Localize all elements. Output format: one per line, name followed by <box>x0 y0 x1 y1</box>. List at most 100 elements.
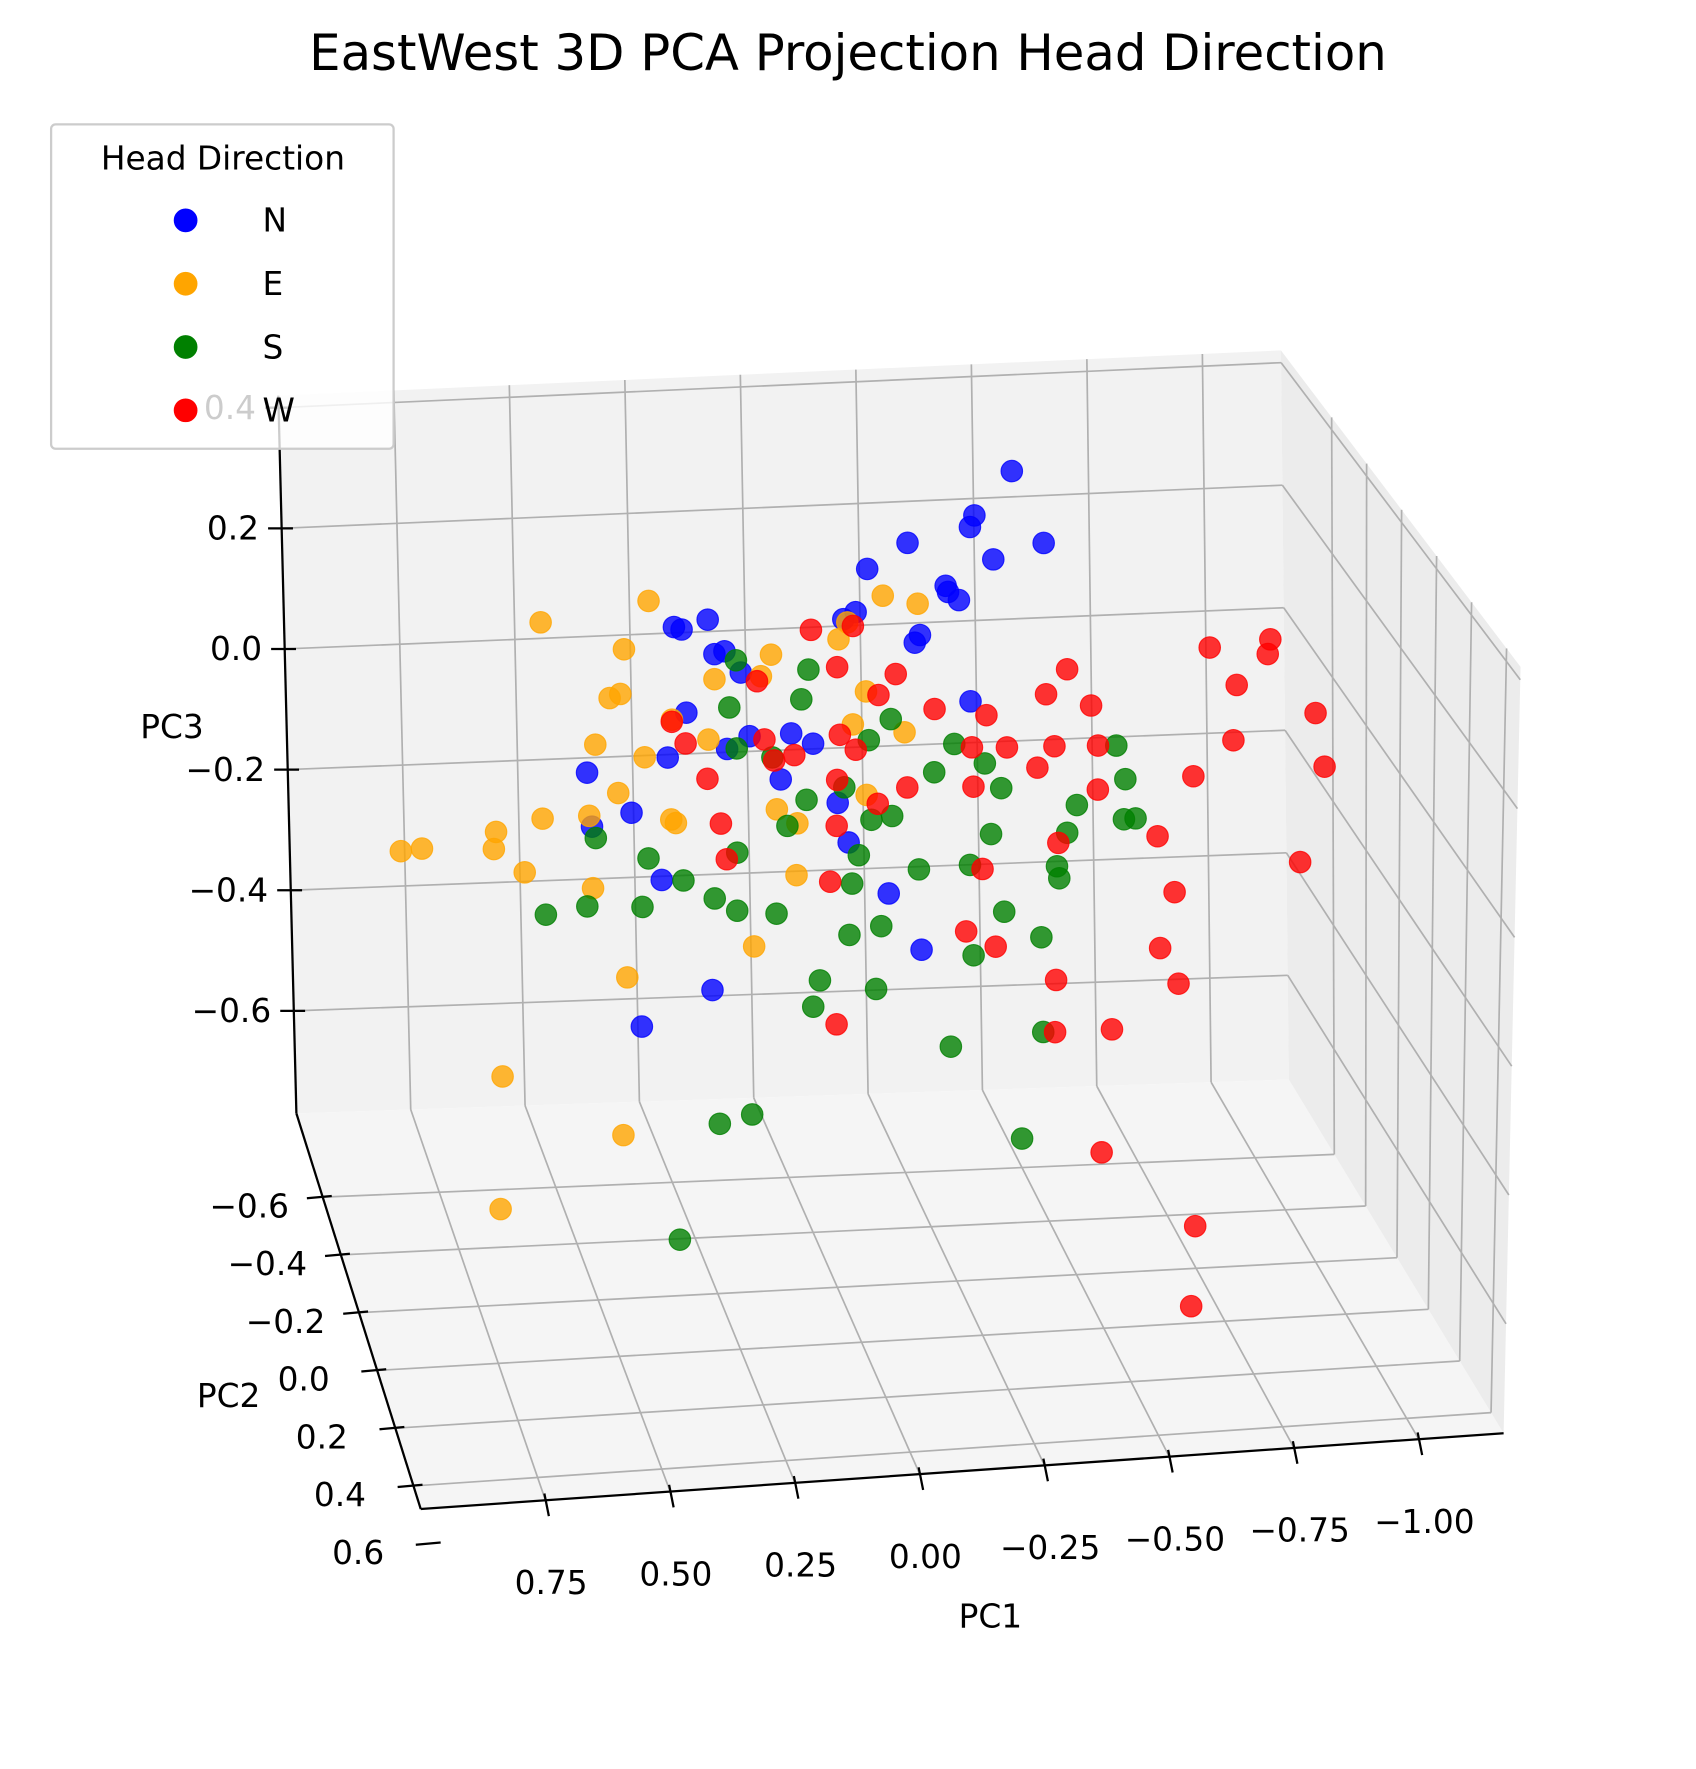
y-tick <box>361 1368 387 1373</box>
grid-line <box>395 1360 1460 1430</box>
data-point <box>907 858 931 881</box>
grid-line <box>278 361 1282 409</box>
data-point <box>616 966 639 989</box>
data-point <box>923 697 946 721</box>
data-point <box>674 732 697 755</box>
data-point <box>1047 866 1071 890</box>
data-point <box>1100 1018 1124 1041</box>
data-point <box>1288 850 1312 874</box>
legend-marker <box>173 271 198 296</box>
y-tick <box>415 1541 441 1546</box>
legend-marker <box>173 335 198 359</box>
grid-line <box>970 364 984 1090</box>
data-point <box>896 531 919 555</box>
data-point <box>1167 972 1190 995</box>
y-tick <box>379 1425 405 1431</box>
data-point <box>742 935 766 958</box>
y-tick-label: 0.6 <box>332 1534 384 1572</box>
data-point <box>765 902 788 925</box>
data-point <box>696 767 719 791</box>
grid-line <box>1284 729 1513 1067</box>
x-tick-label: −0.25 <box>1000 1529 1100 1567</box>
z-axis-title: PC3 <box>140 708 203 746</box>
data-point <box>660 710 684 734</box>
data-point <box>840 872 864 895</box>
data-point <box>954 920 978 943</box>
data-point <box>1043 734 1066 758</box>
data-point <box>753 728 776 751</box>
data-point <box>801 732 825 755</box>
data-point <box>947 588 971 612</box>
data-point <box>701 978 724 1002</box>
z-tick-label: −0.4 <box>189 871 269 909</box>
grid-line <box>638 1101 796 1484</box>
data-point <box>708 1112 732 1136</box>
data-point <box>1000 459 1024 483</box>
data-point <box>606 781 630 805</box>
data-point <box>995 736 1019 759</box>
data-point <box>1026 756 1049 779</box>
data-point <box>1124 807 1147 830</box>
data-point <box>973 752 997 775</box>
data-point <box>1182 764 1205 788</box>
data-point <box>879 707 903 731</box>
x-tick-label: 0.75 <box>515 1564 588 1602</box>
data-point <box>620 801 643 825</box>
grid-line <box>867 1093 1046 1466</box>
data-point <box>855 557 879 581</box>
data-point <box>637 847 660 870</box>
data-point <box>724 649 748 672</box>
y-axis-title: PC2 <box>197 1377 260 1415</box>
grid-line <box>1281 484 1519 810</box>
data-point <box>1146 824 1169 848</box>
z-tick-label: 0.2 <box>207 510 259 548</box>
data-point <box>1179 1294 1203 1318</box>
grid-line <box>409 1109 547 1501</box>
legend-label: N <box>262 202 287 240</box>
grid-line <box>1285 852 1510 1196</box>
data-point <box>828 723 852 747</box>
grid-line <box>1490 648 1508 1413</box>
data-point <box>844 738 868 762</box>
data-point <box>1032 531 1055 555</box>
data-point <box>575 761 599 784</box>
x-tick <box>917 1467 925 1491</box>
grid-line <box>1096 1085 1295 1449</box>
data-point <box>612 1123 635 1147</box>
data-point <box>818 870 842 894</box>
data-point <box>783 743 806 767</box>
data-point <box>696 608 719 631</box>
y-tick <box>397 1483 423 1489</box>
grid-line <box>1280 362 1521 681</box>
data-point <box>608 682 632 706</box>
grid-line <box>340 1205 1366 1256</box>
x-axis-line <box>420 1432 1504 1511</box>
grid-line <box>981 1089 1171 1458</box>
grid-line <box>1364 463 1368 1207</box>
legend-label: E <box>262 265 283 303</box>
x-tick-label: −1.00 <box>1374 1503 1474 1541</box>
data-point <box>664 811 688 835</box>
data-point <box>709 812 733 835</box>
data-point <box>577 804 601 828</box>
grid-line <box>293 974 1288 1012</box>
x-tick <box>543 1493 550 1517</box>
data-point <box>903 631 927 654</box>
data-point <box>893 720 916 744</box>
data-point <box>491 1065 514 1088</box>
data-point <box>1034 682 1058 706</box>
data-point <box>1114 767 1137 791</box>
y-tick <box>306 1194 332 1200</box>
data-point <box>703 642 726 666</box>
data-point <box>650 868 674 892</box>
data-point <box>841 614 865 638</box>
grid-line <box>1427 556 1438 1310</box>
y-tick-label: −0.2 <box>246 1303 326 1341</box>
grid-line <box>322 1153 1335 1198</box>
data-point <box>801 995 825 1019</box>
grid-line <box>524 1105 672 1492</box>
data-point <box>725 899 749 923</box>
data-point <box>981 548 1005 571</box>
data-point <box>759 643 783 666</box>
data-point <box>762 749 786 772</box>
